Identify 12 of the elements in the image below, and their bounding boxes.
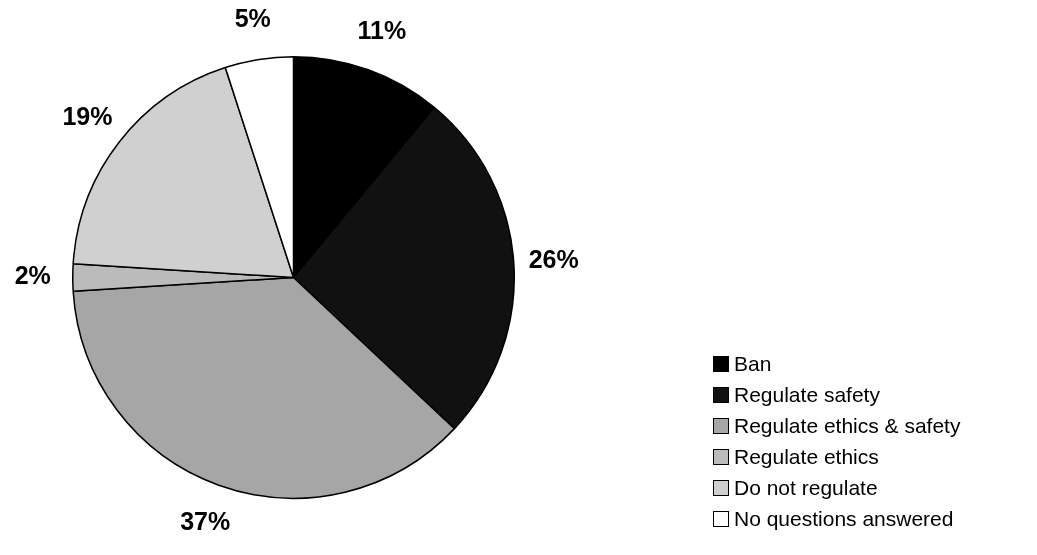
legend-label: Regulate safety: [734, 382, 880, 407]
legend-label: Regulate ethics: [734, 444, 879, 469]
data-label: 11%: [357, 16, 407, 45]
data-label: 26%: [528, 245, 579, 274]
legend-label: No questions answered: [734, 506, 954, 531]
data-label: 37%: [180, 506, 231, 535]
data-label: 19%: [62, 101, 113, 130]
legend-label: Ban: [734, 351, 772, 376]
legend-label: Do not regulate: [734, 475, 878, 500]
data-label: 2%: [14, 261, 51, 290]
data-label: 5%: [234, 3, 271, 32]
legend-label: Regulate ethics & safety: [734, 413, 961, 438]
